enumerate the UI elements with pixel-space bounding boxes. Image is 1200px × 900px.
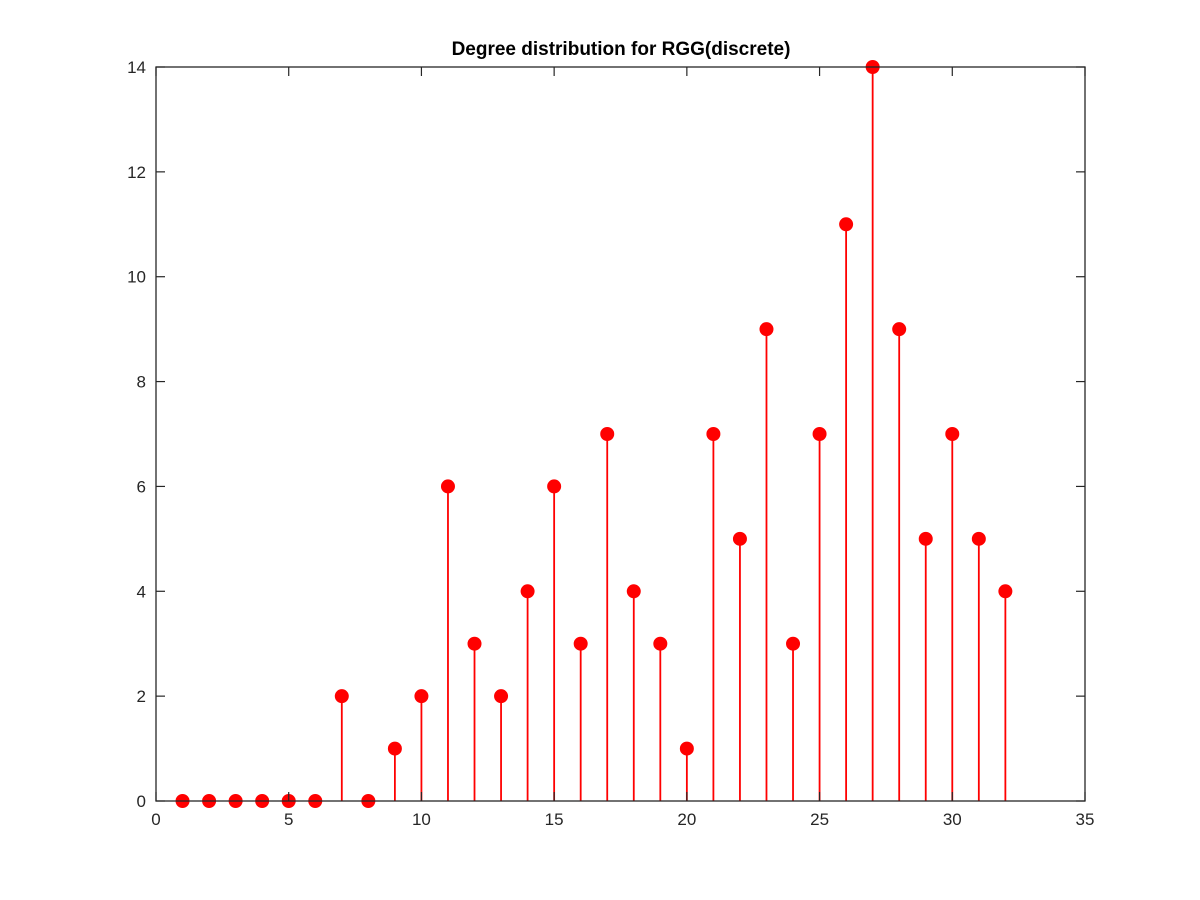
- stem-marker-9: [387, 741, 402, 756]
- stem-marker-11: [440, 479, 455, 494]
- y-tick-label-0: 0: [137, 792, 146, 811]
- x-tick-label-5: 25: [810, 810, 829, 829]
- x-tick-label-2: 10: [412, 810, 431, 829]
- stem-marker-28: [892, 322, 907, 337]
- x-tick-label-0: 0: [151, 810, 160, 829]
- x-tick-label-3: 15: [545, 810, 564, 829]
- x-tick-label-4: 20: [677, 810, 696, 829]
- axes: [155, 66, 1086, 802]
- stem-marker-7: [334, 689, 349, 704]
- stem-marker-23: [759, 322, 774, 337]
- stem-marker-24: [786, 636, 801, 651]
- stem-marker-21: [706, 427, 721, 441]
- stem-marker-13: [494, 689, 509, 704]
- chart-title: Degree distribution for RGG(discrete): [452, 39, 791, 60]
- y-tick-label-5: 10: [127, 268, 146, 287]
- stem-marker-29: [918, 531, 933, 546]
- x-tick-label-1: 5: [284, 810, 293, 829]
- y-tick-label-6: 12: [127, 163, 146, 182]
- x-tick-label-7: 35: [1076, 810, 1095, 829]
- x-tick-label-6: 30: [943, 810, 962, 829]
- y-tick-label-1: 2: [137, 687, 146, 706]
- stem-marker-26: [839, 217, 854, 232]
- stem-marker-30: [945, 427, 960, 441]
- stem-marker-25: [812, 427, 827, 441]
- stem-marker-32: [998, 584, 1013, 599]
- stem-series: [175, 60, 1013, 808]
- stem-marker-16: [573, 636, 588, 651]
- stem-marker-22: [732, 531, 747, 546]
- stem-marker-20: [679, 741, 694, 756]
- stem-marker-12: [467, 636, 482, 651]
- stem-marker-14: [520, 584, 535, 599]
- stem-marker-17: [600, 427, 615, 441]
- y-tick-label-3: 6: [137, 477, 146, 496]
- y-tick-label-7: 14: [127, 58, 146, 77]
- stem-marker-31: [971, 531, 986, 546]
- stem-marker-10: [414, 689, 429, 704]
- stem-marker-15: [547, 479, 562, 494]
- y-tick-label-2: 4: [137, 582, 146, 601]
- stem-marker-18: [626, 584, 641, 599]
- y-tick-label-4: 8: [137, 373, 146, 392]
- tick-marks: 0 5 10 15 20 25 30 35 0 2 4 6 8 10 12 14: [127, 58, 1094, 829]
- stem-marker-19: [653, 636, 668, 651]
- axes-box: [155, 66, 1086, 802]
